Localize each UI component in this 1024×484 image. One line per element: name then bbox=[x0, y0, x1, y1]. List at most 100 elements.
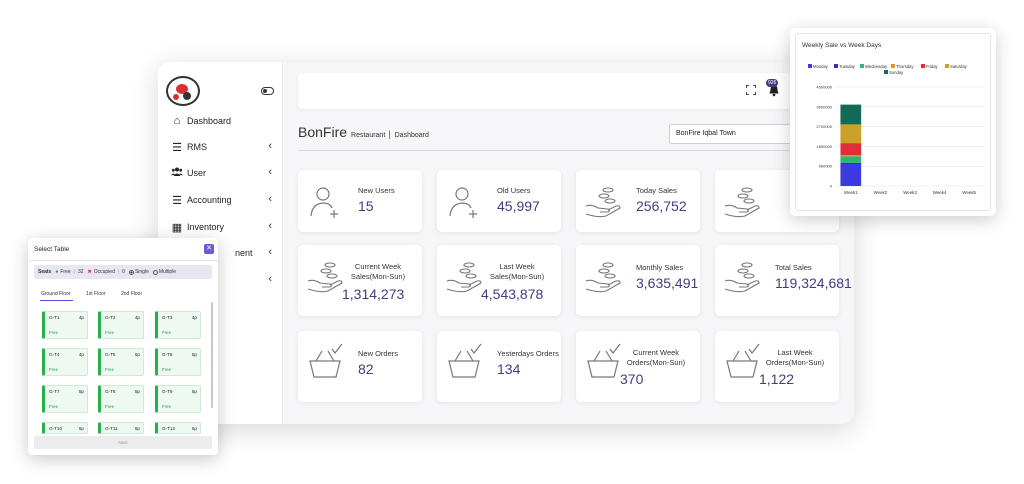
table-name: G-T12 bbox=[162, 426, 176, 431]
bell-icon[interactable] bbox=[768, 84, 780, 97]
stat-card[interactable]: Last Week Orders(Mon-Sun) 1,122 bbox=[715, 331, 839, 402]
table-name: G-T8 bbox=[105, 389, 116, 394]
table-card[interactable]: G-T4 4p Free bbox=[42, 348, 88, 376]
sidebar-item-user[interactable]: User ‹ bbox=[170, 164, 278, 182]
table-status: Free bbox=[162, 367, 172, 372]
x-tick-label: Week5 bbox=[962, 190, 976, 195]
table-capacity: 5p bbox=[78, 426, 84, 431]
stat-label: Current Week Orders(Mon-Sun) bbox=[626, 348, 686, 367]
stat-card[interactable]: Total Sales 119,324,681 bbox=[715, 245, 852, 316]
table-card[interactable]: G-T3 4p Free bbox=[155, 311, 201, 339]
bar-segment bbox=[840, 104, 862, 125]
stat-card[interactable]: New Orders 82 bbox=[298, 331, 422, 402]
sidebar-item-label: Dashboard bbox=[187, 116, 232, 126]
stat-label: Yesterdays Orders bbox=[497, 349, 559, 358]
notification-badge: 926 bbox=[766, 79, 779, 87]
x-tick-label: Week2 bbox=[874, 190, 888, 195]
occupied-label: Occupied bbox=[93, 269, 115, 275]
table-name: G-T3 bbox=[162, 315, 173, 320]
free-label: Free bbox=[60, 269, 71, 275]
table-card[interactable]: G-T8 5p Free bbox=[98, 385, 144, 413]
legend-label: Friday bbox=[926, 64, 939, 69]
table-capacity: 5p bbox=[78, 389, 84, 394]
sidebar-item-dashboard[interactable]: ⌂ Dashboard bbox=[170, 112, 278, 130]
tab-ground-floor[interactable]: Ground Floor bbox=[41, 291, 71, 297]
single-radio[interactable] bbox=[128, 269, 134, 275]
table-status: Free bbox=[49, 404, 59, 409]
stat-value: 3,635,491 bbox=[636, 275, 699, 291]
breadcrumb-dashboard[interactable]: Dashboard bbox=[394, 132, 429, 139]
table-name: G-T4 bbox=[49, 352, 60, 357]
active-tab-indicator bbox=[40, 300, 73, 301]
sidebar-item-management[interactable]: nent ‹ bbox=[170, 244, 278, 262]
sidebar-item-inventory[interactable]: ▦ Inventory ‹ bbox=[170, 218, 278, 236]
legend-swatch bbox=[834, 64, 838, 68]
table-card[interactable]: G-T7 5p Free bbox=[42, 385, 88, 413]
next-button[interactable]: Next bbox=[34, 436, 212, 449]
hand-coins-icon bbox=[724, 187, 760, 218]
stat-value: 134 bbox=[497, 361, 521, 377]
legend-label: Tuesday bbox=[839, 64, 856, 69]
bar-segment bbox=[840, 155, 862, 157]
stat-card[interactable]: Yesterdays Orders 134 bbox=[437, 331, 561, 402]
tab-2nd-floor[interactable]: 2nd Floor bbox=[121, 291, 143, 297]
table-card[interactable]: G-T12 5p bbox=[155, 422, 201, 434]
stat-card[interactable]: Old Users 45,997 bbox=[437, 170, 561, 232]
sidebar-item-label: Accounting bbox=[187, 195, 232, 205]
users-icon bbox=[170, 167, 184, 179]
bonfire-logo[interactable] bbox=[166, 76, 200, 106]
tab-1st-floor[interactable]: 1st Floor bbox=[86, 291, 106, 297]
y-tick-label: 900000 bbox=[819, 164, 833, 169]
close-button[interactable]: ✕ bbox=[204, 244, 214, 254]
breadcrumb-restaurant[interactable]: Restaurant bbox=[351, 132, 386, 139]
scrollbar[interactable] bbox=[211, 302, 213, 408]
stat-card[interactable]: Last Week Sales(Mon-Sun) 4,543,878 bbox=[437, 245, 561, 316]
legend-swatch bbox=[808, 64, 812, 68]
table-capacity: 4p bbox=[134, 315, 140, 320]
table-card[interactable]: G-T2 4p Free bbox=[98, 311, 144, 339]
table-name: G-T2 bbox=[105, 315, 116, 320]
stat-card[interactable]: Current Week Sales(Mon-Sun) 1,314,273 bbox=[298, 245, 422, 316]
legend-label: Sunday bbox=[889, 70, 904, 75]
stat-card[interactable]: Current Week Orders(Mon-Sun) 370 bbox=[576, 331, 700, 402]
stat-label: Today Sales bbox=[636, 186, 677, 195]
divider bbox=[28, 260, 218, 261]
table-card[interactable]: G-T5 5p Free bbox=[98, 348, 144, 376]
legend-label: Monday bbox=[813, 64, 829, 69]
stat-card[interactable]: Today Sales 256,752 bbox=[576, 170, 700, 232]
basket-icon bbox=[726, 343, 760, 378]
weekly-sales-chart: Monday Tuesday Wednesday Thursday Friday Satu… bbox=[808, 64, 984, 195]
stat-value: 370 bbox=[620, 371, 644, 387]
table-card[interactable]: G-T1 4p Free bbox=[42, 311, 88, 339]
legend-swatch bbox=[891, 64, 895, 68]
table-name: G-T9 bbox=[162, 389, 173, 394]
user-add-icon bbox=[310, 187, 338, 218]
fullscreen-icon[interactable] bbox=[746, 85, 756, 95]
table-card[interactable]: G-T11 5p bbox=[98, 422, 144, 434]
table-name: G-T7 bbox=[49, 389, 60, 394]
basket-icon bbox=[587, 343, 621, 378]
occupied-x-icon: ✖ bbox=[87, 269, 92, 275]
sidebar-item-label: Inventory bbox=[187, 222, 225, 232]
sidebar-item-more[interactable]: ‹ bbox=[170, 271, 278, 289]
legend-swatch bbox=[884, 70, 888, 74]
y-tick-label: 0 bbox=[830, 184, 833, 189]
table-card[interactable]: G-T10 5p bbox=[42, 422, 88, 434]
menu-icon: ☰ bbox=[172, 194, 182, 207]
sidebar-toggle[interactable] bbox=[261, 87, 274, 95]
stat-card[interactable]: New Users 15 bbox=[298, 170, 422, 232]
sidebar-item-accounting[interactable]: ☰ Accounting ‹ bbox=[170, 191, 278, 209]
hand-coins-icon bbox=[585, 262, 621, 293]
stat-card[interactable]: Monthly Sales 3,635,491 bbox=[576, 245, 700, 316]
hand-coins-icon bbox=[446, 262, 482, 293]
multiple-radio[interactable] bbox=[152, 269, 158, 275]
table-card[interactable]: G-T6 5p Free bbox=[155, 348, 201, 376]
table-card[interactable]: G-T9 5p Free bbox=[155, 385, 201, 413]
y-tick-label: 1800000 bbox=[816, 144, 832, 149]
chart-title: Weekly Sale vs Week Days bbox=[802, 42, 882, 49]
table-capacity: 4p bbox=[191, 315, 197, 320]
stat-value: 1,122 bbox=[759, 371, 795, 387]
table-capacity: 5p bbox=[191, 352, 197, 357]
table-capacity: 5p bbox=[134, 352, 140, 357]
sidebar-item-rms[interactable]: ☰ RMS ‹ bbox=[170, 138, 278, 156]
